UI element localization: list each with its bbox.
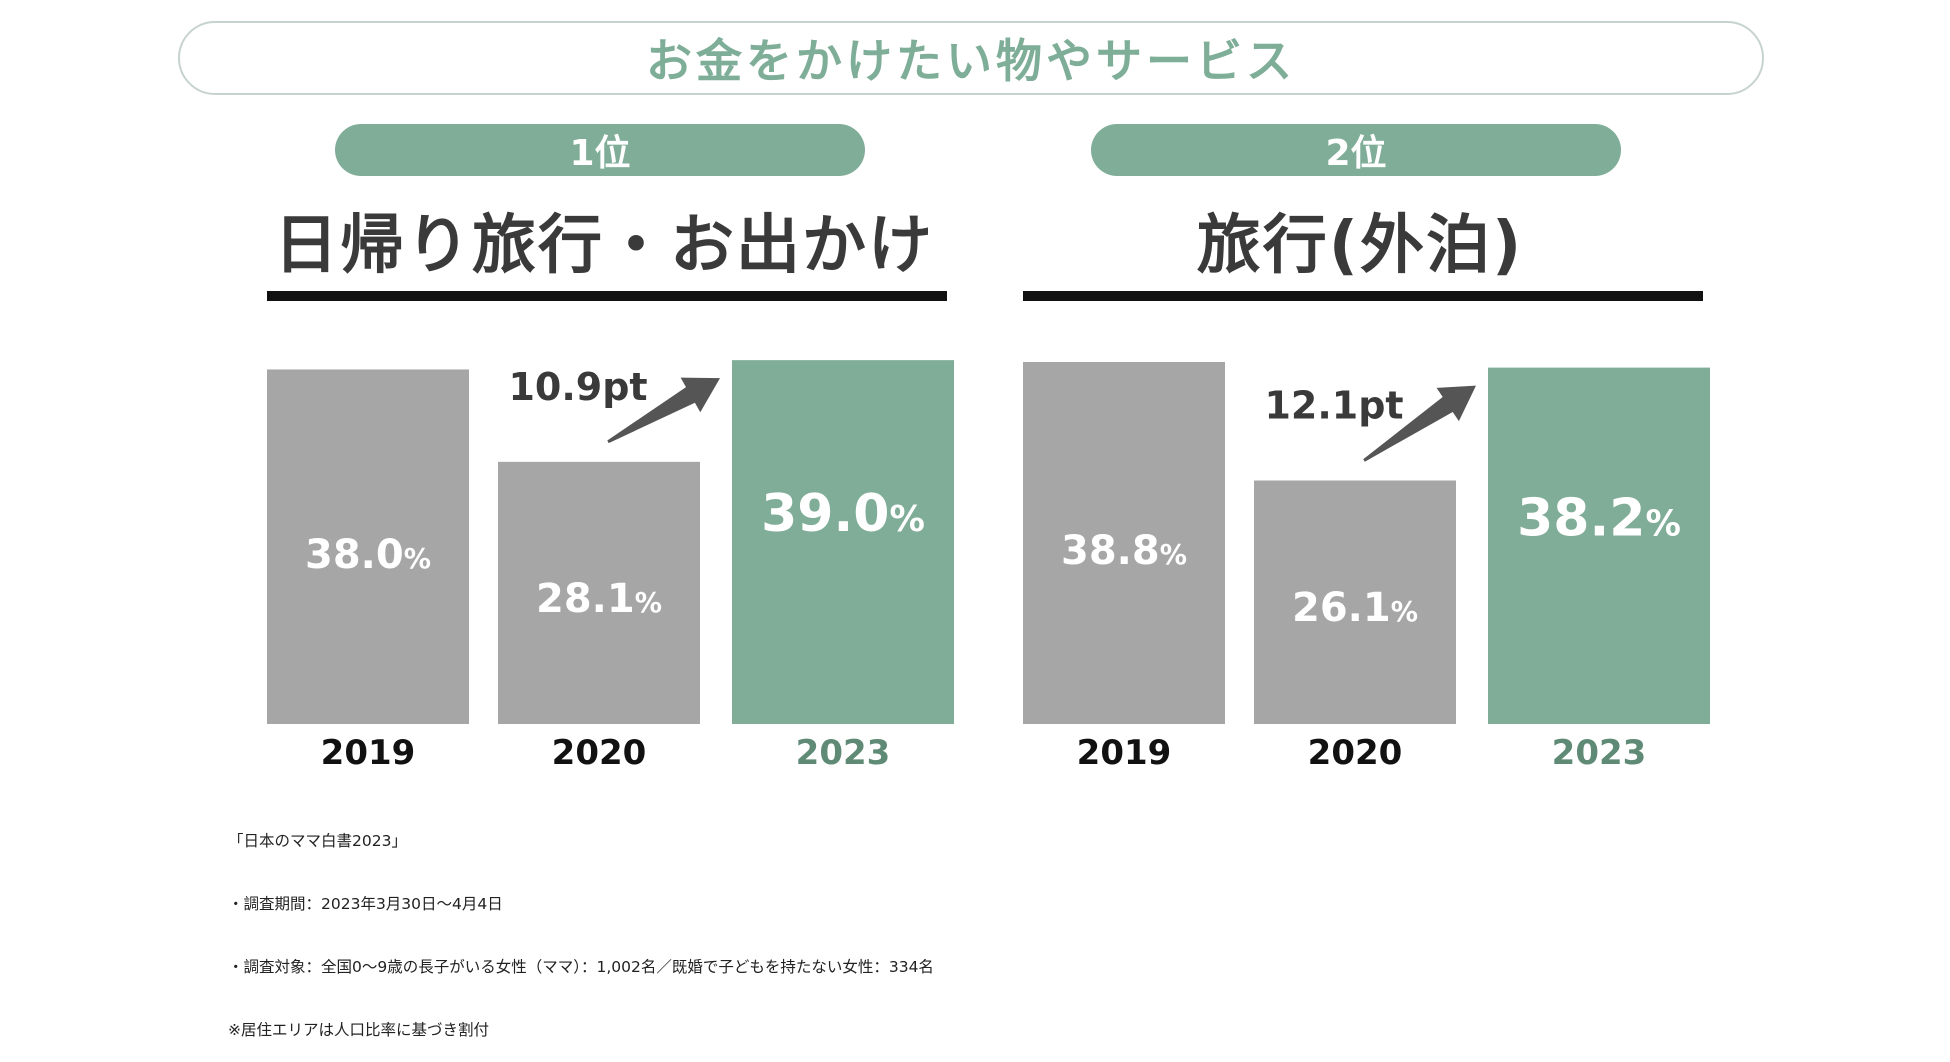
chart-panel-day-trip: 1位 日帰り旅行・お出かけ 38.0% 2019 28.1% 2020 39.0% 202… [259, 124, 954, 773]
footnote: 「日本のママ白書2023」 ・調査期間：2023年3月30日〜4月4日 ・調査対… [228, 789, 934, 1062]
bar-2020 [498, 461, 700, 724]
title-underline [1023, 291, 1703, 301]
rank-badge: 2位 [1091, 124, 1621, 176]
footnote-line: ・調査期間：2023年3月30日〜4月4日 [228, 895, 503, 913]
year-label: 2023 [796, 733, 891, 773]
year-label: 2020 [1308, 733, 1403, 773]
delta-label: 10.9pt [508, 365, 647, 409]
bar-2019 [1023, 361, 1225, 724]
year-label: 2020 [552, 733, 647, 773]
increase-arrow-icon [607, 377, 720, 444]
category-title: 日帰り旅行・お出かけ [274, 209, 934, 283]
footnote-line: 「日本のママ白書2023」 [228, 832, 407, 850]
year-label: 2023 [1552, 733, 1647, 773]
bar-2023 [732, 360, 954, 724]
rank-badge: 1位 [335, 124, 865, 176]
increase-arrow-icon [1363, 385, 1476, 462]
year-label: 2019 [321, 733, 416, 773]
title-underline [267, 291, 947, 301]
chart-panel-overnight-trip: 2位 旅行(外泊) 38.8% 2019 26.1% 2020 38.2% 2023 12.… [1015, 124, 1710, 773]
category-title: 旅行(外泊) [1196, 209, 1524, 283]
delta-label: 12.1pt [1264, 383, 1403, 427]
footnote-line: ・調査対象：全国0〜9歳の長子がいる女性（ママ）：1,002名／既婚で子どもを持… [228, 958, 934, 976]
bar-2019 [267, 369, 469, 724]
year-label: 2019 [1077, 733, 1172, 773]
footnote-line: ※居住エリアは人口比率に基づき割付 [228, 1021, 489, 1039]
bar-2020 [1254, 480, 1456, 724]
bar-2023 [1488, 367, 1710, 724]
page-title: お金をかけたい物やサービス [178, 21, 1764, 95]
